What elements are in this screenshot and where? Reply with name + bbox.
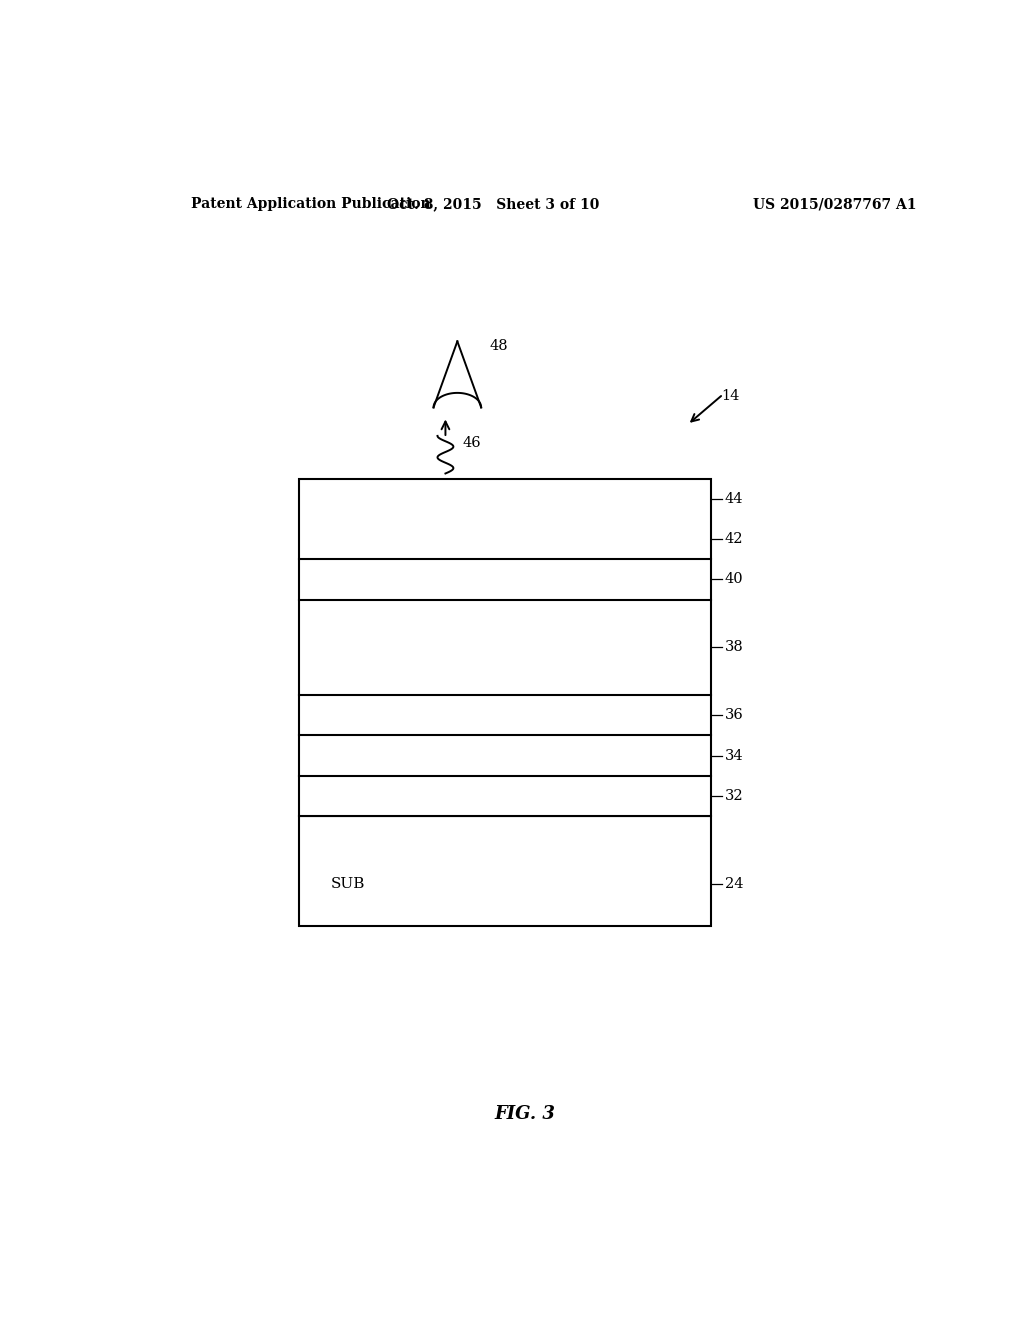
Bar [299,479,712,816]
Text: 38: 38 [725,640,743,655]
Text: FIG. 3: FIG. 3 [495,1105,555,1123]
Text: 48: 48 [489,339,508,354]
Text: Patent Application Publication: Patent Application Publication [191,197,431,211]
Text: 42: 42 [725,532,743,546]
Text: 44: 44 [725,492,743,506]
Bar [299,816,712,925]
Text: 34: 34 [725,748,743,763]
Text: 36: 36 [725,709,743,722]
Text: 24: 24 [725,878,743,891]
Text: SUB: SUB [331,878,365,891]
Text: US 2015/0287767 A1: US 2015/0287767 A1 [753,197,916,211]
Text: 46: 46 [463,436,481,450]
Text: Oct. 8, 2015   Sheet 3 of 10: Oct. 8, 2015 Sheet 3 of 10 [387,197,599,211]
Text: 14: 14 [722,389,740,403]
Text: 32: 32 [725,789,743,803]
Text: 40: 40 [725,573,743,586]
